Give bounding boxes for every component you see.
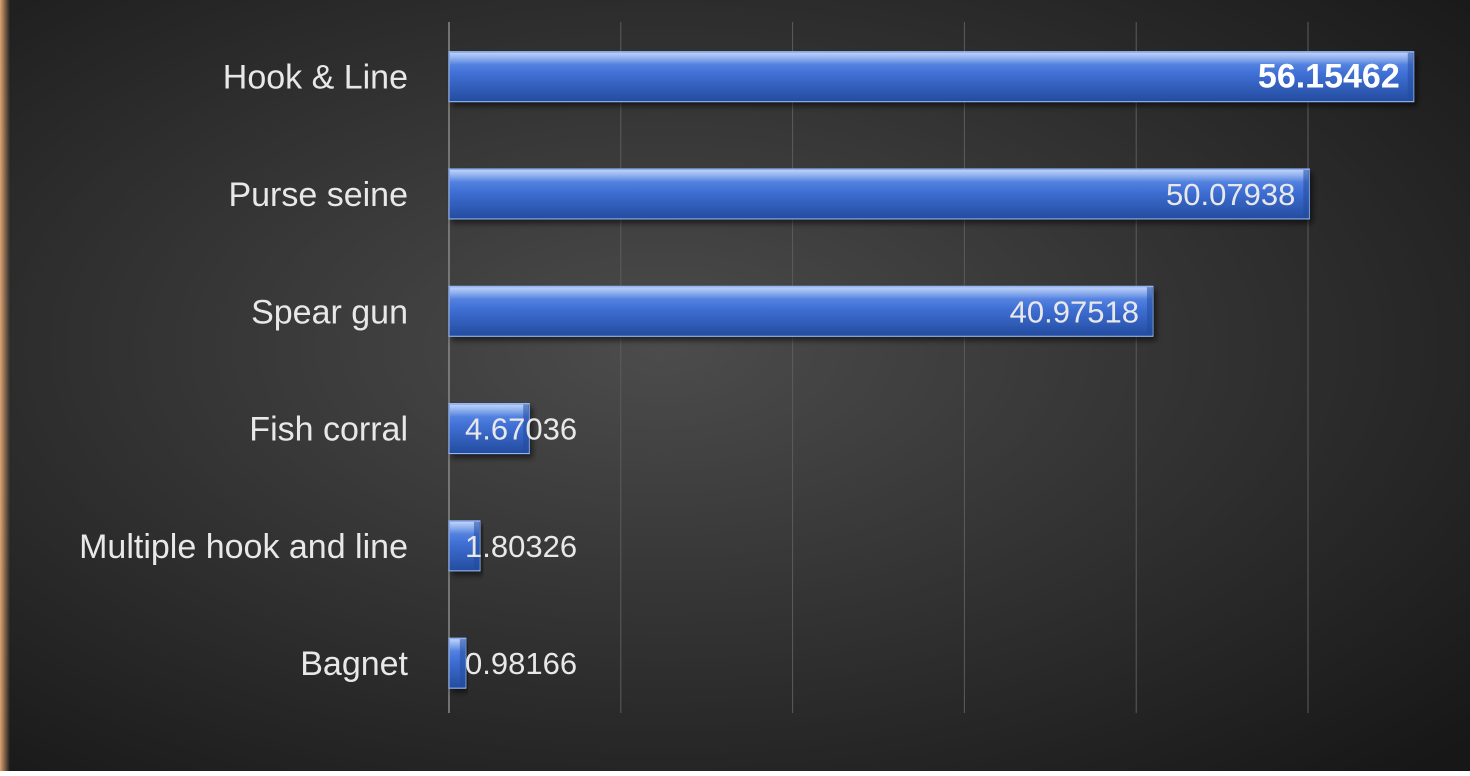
bar-bevel-highlight [450,521,479,534]
data-label: 1.80326 [465,529,577,564]
bar-bevel-end [1303,169,1310,218]
bar [448,520,481,572]
bar [448,285,1154,337]
category-label: Purse seine [228,176,408,214]
bar-bevel-end [523,404,530,453]
data-label: 50.07938 [1166,177,1295,212]
bars [448,51,1415,689]
bar-bevel-end [459,639,466,688]
category-labels: Hook & Line Purse seine Spear gun Fish corr… [79,59,408,684]
data-label: 56.15462 [1258,58,1400,96]
data-label: 40.97518 [1010,294,1139,329]
bar [448,403,530,455]
data-label: 0.98166 [465,646,577,681]
bar-bevel-highlight [450,52,1413,65]
left-accent-strip [0,0,10,771]
bar-bevel-end [1146,287,1153,336]
bar [448,51,1415,103]
bar-bevel-end [1407,52,1414,101]
category-label: Spear gun [251,293,408,331]
bar-bevel-highlight [450,404,529,417]
bar [448,168,1310,220]
gridlines [448,22,1309,713]
bar-bevel-highlight [450,287,1152,300]
category-label: Fish corral [249,411,408,449]
category-label: Hook & Line [223,59,408,97]
bar-bevel-highlight [450,169,1309,182]
bar [448,637,467,689]
data-label: 4.67036 [465,412,577,447]
category-label: Multiple hook and line [79,528,408,566]
category-label: Bagnet [300,645,408,683]
bar-bevel-end [473,521,480,570]
data-labels: 56.15462 50.07938 40.97518 4.67036 1.80326 0.… [465,58,1400,682]
